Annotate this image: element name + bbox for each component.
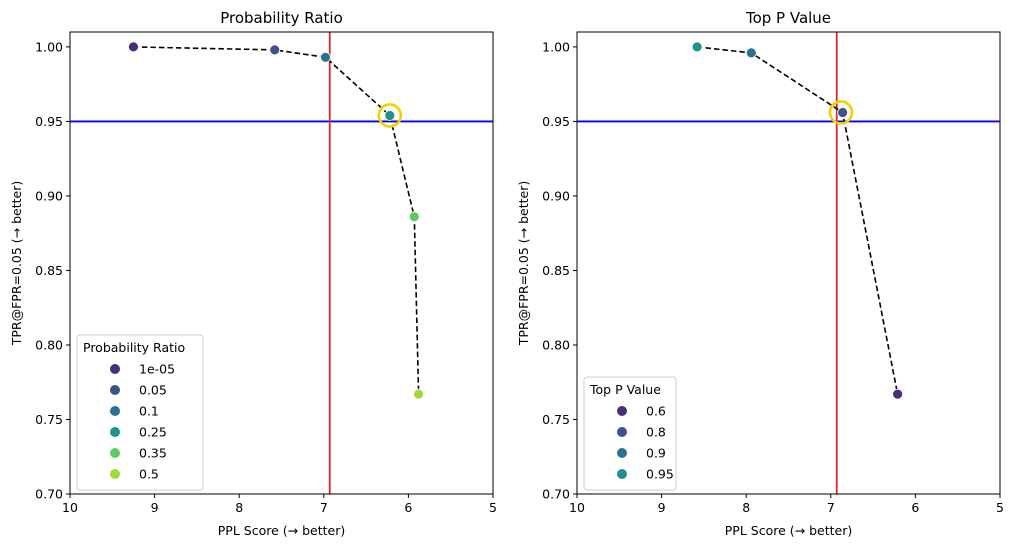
legend-label-0.9: 0.9 bbox=[646, 446, 666, 461]
highlight-ring bbox=[828, 100, 854, 125]
y-tick-label: 0.85 bbox=[35, 263, 63, 278]
y-tick-label: 0.90 bbox=[35, 188, 63, 203]
chart-panel-probability-ratio: 10 9 8 7 6 5 0.70 0.75 0.80 0.85 0.90 0.95 1.00 Proba… bbox=[9, 9, 497, 538]
chart-title: Probability Ratio bbox=[220, 9, 343, 27]
trend-dashed-line bbox=[697, 46, 899, 395]
legend: Probability Ratio 1e-05 0.05 0.1 0.25 0.35 0.5 bbox=[76, 334, 204, 491]
y-axis-label: TPR@FPR=0.05 (→ better) bbox=[516, 181, 531, 347]
legend-label-0.35: 0.35 bbox=[139, 446, 167, 461]
x-tick-label: 10 bbox=[62, 500, 78, 515]
y-tick-label: 0.70 bbox=[35, 487, 63, 502]
data-point-0.35 bbox=[408, 211, 420, 223]
legend-label-0.6: 0.6 bbox=[646, 404, 666, 419]
x-tick-label: 8 bbox=[235, 500, 243, 515]
legend-marker-0.25 bbox=[110, 427, 120, 437]
legend-marker-0.05 bbox=[110, 385, 120, 395]
x-tick-label: 8 bbox=[742, 500, 750, 515]
legend-label-0.95: 0.95 bbox=[646, 467, 674, 482]
x-tick-label: 9 bbox=[658, 500, 666, 515]
legend-label-1e-05: 1e-05 bbox=[139, 362, 175, 377]
legend-label-0.8: 0.8 bbox=[646, 425, 666, 440]
legend-label-0.5: 0.5 bbox=[139, 467, 159, 482]
axes-frame bbox=[576, 31, 1001, 495]
chart-title: Top P Value bbox=[745, 9, 831, 27]
x-axis-label: PPL Score (→ better) bbox=[725, 523, 852, 538]
y-tick-label: 0.75 bbox=[35, 412, 63, 427]
data-point-0.5 bbox=[413, 388, 424, 400]
legend-box bbox=[76, 334, 204, 491]
y-tick-label: 0.95 bbox=[542, 114, 570, 129]
data-point-0.05 bbox=[269, 44, 281, 56]
data-point-0.1 bbox=[320, 51, 331, 63]
y-tick-label: 0.85 bbox=[542, 263, 570, 278]
legend-title: Probability Ratio bbox=[83, 340, 185, 355]
legend-marker-0.8 bbox=[617, 427, 627, 437]
x-tick-label: 5 bbox=[489, 500, 497, 515]
x-tick-label: 9 bbox=[151, 500, 159, 515]
x-tick-label: 10 bbox=[569, 500, 585, 515]
data-point-0.25 bbox=[384, 110, 396, 121]
legend-label-0.1: 0.1 bbox=[139, 404, 159, 419]
data-point-0.9 bbox=[745, 47, 757, 59]
legend-marker-0.95 bbox=[617, 469, 627, 479]
y-tick-label: 0.95 bbox=[35, 114, 63, 129]
x-tick-label: 6 bbox=[911, 500, 919, 515]
highlight-ring bbox=[377, 103, 403, 128]
y-tick-label: 1.00 bbox=[35, 39, 63, 54]
x-axis-label: PPL Score (→ better) bbox=[218, 523, 345, 538]
legend-title: Top P Value bbox=[589, 382, 661, 397]
legend-label-0.05: 0.05 bbox=[139, 383, 167, 398]
x-tick-label: 7 bbox=[320, 500, 328, 515]
y-tick-label: 0.75 bbox=[542, 412, 570, 427]
axes-frame bbox=[69, 31, 494, 495]
data-point-1e-05 bbox=[128, 41, 139, 53]
y-tick-label: 0.80 bbox=[542, 337, 570, 352]
y-tick-label: 0.80 bbox=[35, 337, 63, 352]
chart-panel-top-p-value: 10 9 8 7 6 5 0.70 0.75 0.80 0.85 0.90 0.95 1.00 Top P… bbox=[516, 9, 1004, 538]
x-tick-label: 7 bbox=[827, 500, 835, 515]
legend-marker-0.6 bbox=[617, 406, 627, 416]
x-tick-label: 6 bbox=[404, 500, 412, 515]
data-point-0.8 bbox=[837, 107, 849, 118]
data-point-0.95 bbox=[691, 41, 703, 53]
legend-label-0.25: 0.25 bbox=[139, 425, 167, 440]
trend-dashed-line bbox=[133, 46, 420, 395]
y-tick-label: 1.00 bbox=[542, 39, 570, 54]
legend-box bbox=[583, 376, 677, 491]
legend-marker-1e-05 bbox=[110, 364, 120, 374]
legend-marker-0.5 bbox=[110, 469, 120, 479]
y-tick-label: 0.90 bbox=[542, 188, 570, 203]
y-axis-label: TPR@FPR=0.05 (→ better) bbox=[9, 181, 24, 347]
y-tick-label: 0.70 bbox=[542, 487, 570, 502]
data-point-0.6 bbox=[892, 388, 904, 400]
legend-marker-0.1 bbox=[110, 406, 120, 416]
legend-marker-0.9 bbox=[617, 448, 627, 458]
legend: Top P Value 0.6 0.8 0.9 0.95 bbox=[583, 376, 677, 491]
x-tick-label: 5 bbox=[996, 500, 1004, 515]
legend-marker-0.35 bbox=[110, 448, 120, 458]
